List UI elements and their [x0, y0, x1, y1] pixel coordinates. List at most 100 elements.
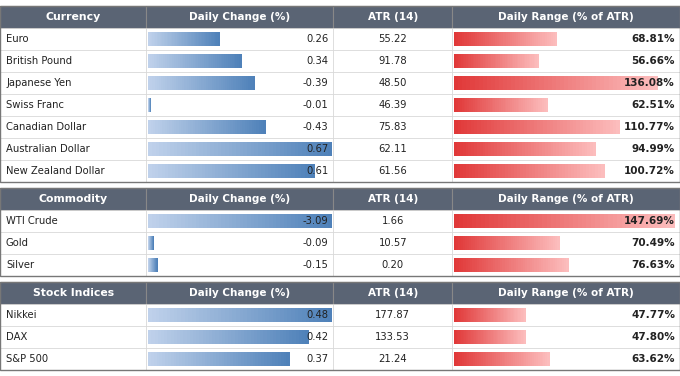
Bar: [524, 308, 526, 322]
Bar: [205, 120, 207, 134]
Bar: [333, 348, 452, 370]
Bar: [484, 164, 488, 178]
Bar: [186, 32, 188, 46]
Bar: [152, 308, 156, 322]
Bar: [247, 120, 250, 134]
Bar: [242, 76, 245, 90]
Bar: [463, 308, 464, 322]
Bar: [463, 214, 468, 228]
Bar: [292, 164, 295, 178]
Bar: [213, 352, 216, 366]
Bar: [179, 120, 182, 134]
Bar: [471, 308, 473, 322]
Bar: [333, 254, 452, 276]
Bar: [485, 54, 487, 68]
Bar: [247, 308, 251, 322]
Bar: [481, 54, 483, 68]
Bar: [537, 258, 539, 272]
Bar: [491, 142, 494, 156]
Bar: [159, 308, 163, 322]
Bar: [517, 236, 520, 250]
Bar: [456, 236, 459, 250]
Bar: [182, 76, 185, 90]
Bar: [464, 98, 466, 112]
Bar: [568, 142, 571, 156]
Bar: [588, 142, 591, 156]
Text: Silver: Silver: [6, 260, 34, 270]
Bar: [249, 120, 252, 134]
Bar: [637, 76, 641, 90]
Bar: [487, 330, 489, 344]
Bar: [509, 32, 512, 46]
Bar: [483, 330, 485, 344]
Bar: [239, 352, 242, 366]
Bar: [505, 352, 508, 366]
Bar: [182, 32, 184, 46]
Bar: [456, 352, 458, 366]
Bar: [190, 120, 193, 134]
Bar: [476, 54, 478, 68]
Bar: [520, 142, 523, 156]
Bar: [192, 142, 197, 156]
Bar: [169, 54, 171, 68]
Bar: [468, 258, 471, 272]
Bar: [596, 76, 601, 90]
Bar: [148, 214, 152, 228]
Bar: [600, 120, 603, 134]
Bar: [507, 76, 511, 90]
Bar: [240, 308, 244, 322]
Bar: [177, 308, 182, 322]
Bar: [324, 142, 328, 156]
Bar: [462, 352, 464, 366]
Bar: [158, 164, 162, 178]
Bar: [163, 214, 167, 228]
Bar: [583, 164, 587, 178]
Bar: [541, 236, 543, 250]
Bar: [201, 164, 205, 178]
Bar: [494, 120, 498, 134]
Bar: [466, 352, 468, 366]
Bar: [164, 32, 166, 46]
Bar: [265, 308, 269, 322]
Bar: [573, 142, 577, 156]
Bar: [530, 236, 532, 250]
Bar: [178, 76, 181, 90]
Bar: [556, 214, 560, 228]
Bar: [483, 142, 486, 156]
Text: Daily Change (%): Daily Change (%): [189, 12, 290, 22]
Bar: [488, 330, 490, 344]
Bar: [204, 54, 206, 68]
Bar: [209, 32, 211, 46]
Bar: [230, 54, 233, 68]
Bar: [477, 308, 479, 322]
Bar: [590, 164, 593, 178]
Bar: [524, 54, 526, 68]
Bar: [163, 308, 167, 322]
Bar: [158, 120, 160, 134]
Bar: [503, 98, 505, 112]
Bar: [477, 352, 479, 366]
Bar: [548, 258, 551, 272]
Bar: [538, 352, 540, 366]
Bar: [511, 330, 513, 344]
Bar: [487, 76, 491, 90]
Bar: [237, 54, 240, 68]
Bar: [196, 352, 199, 366]
Bar: [151, 32, 153, 46]
Bar: [452, 28, 680, 50]
Bar: [161, 76, 164, 90]
Bar: [492, 352, 494, 366]
Bar: [471, 98, 473, 112]
Bar: [503, 236, 505, 250]
Bar: [184, 76, 187, 90]
Bar: [544, 98, 546, 112]
Bar: [471, 120, 475, 134]
Bar: [0, 210, 146, 232]
Bar: [479, 258, 482, 272]
Bar: [529, 164, 533, 178]
Bar: [225, 308, 229, 322]
Bar: [541, 164, 545, 178]
Bar: [291, 214, 295, 228]
Bar: [598, 164, 602, 178]
Bar: [473, 330, 475, 344]
